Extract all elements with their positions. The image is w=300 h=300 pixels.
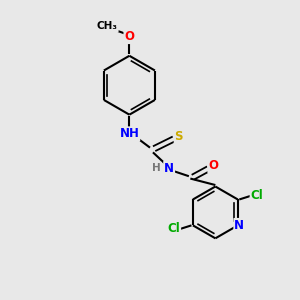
Text: Cl: Cl [167, 222, 180, 236]
Text: O: O [208, 159, 218, 172]
Text: S: S [175, 130, 183, 143]
Text: O: O [124, 30, 134, 43]
Text: N: N [234, 219, 244, 232]
Text: Cl: Cl [250, 189, 263, 203]
Text: N: N [164, 162, 174, 175]
Text: CH₃: CH₃ [97, 21, 118, 31]
Text: NH: NH [119, 127, 139, 140]
Text: H: H [152, 163, 161, 173]
